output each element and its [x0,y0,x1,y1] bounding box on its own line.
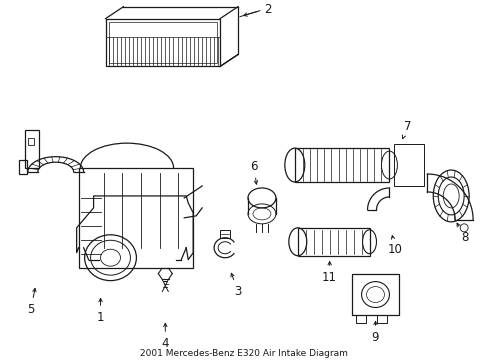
Bar [28,138,34,145]
Text: 3: 3 [230,273,241,298]
Bar [394,144,424,186]
Bar [297,228,369,256]
Text: 4: 4 [161,323,169,350]
Text: 2001 Mercedes-Benz E320 Air Intake Diagram: 2001 Mercedes-Benz E320 Air Intake Diagr… [140,349,347,358]
Text: 8: 8 [456,223,468,244]
Bar [105,19,220,67]
Text: 9: 9 [371,321,379,344]
Text: 10: 10 [387,235,402,256]
Bar [377,315,386,323]
Text: 6: 6 [250,159,257,184]
Bar [294,148,388,182]
Bar [108,22,217,63]
Bar [25,130,39,168]
Bar [355,315,365,323]
Text: 5: 5 [27,288,36,316]
Bar [19,160,27,174]
Text: 7: 7 [402,120,410,139]
Bar [220,230,229,238]
Bar [79,168,193,268]
Bar [351,274,399,315]
Text: 1: 1 [97,298,104,324]
Text: 11: 11 [322,262,337,284]
Text: 2: 2 [264,3,271,16]
